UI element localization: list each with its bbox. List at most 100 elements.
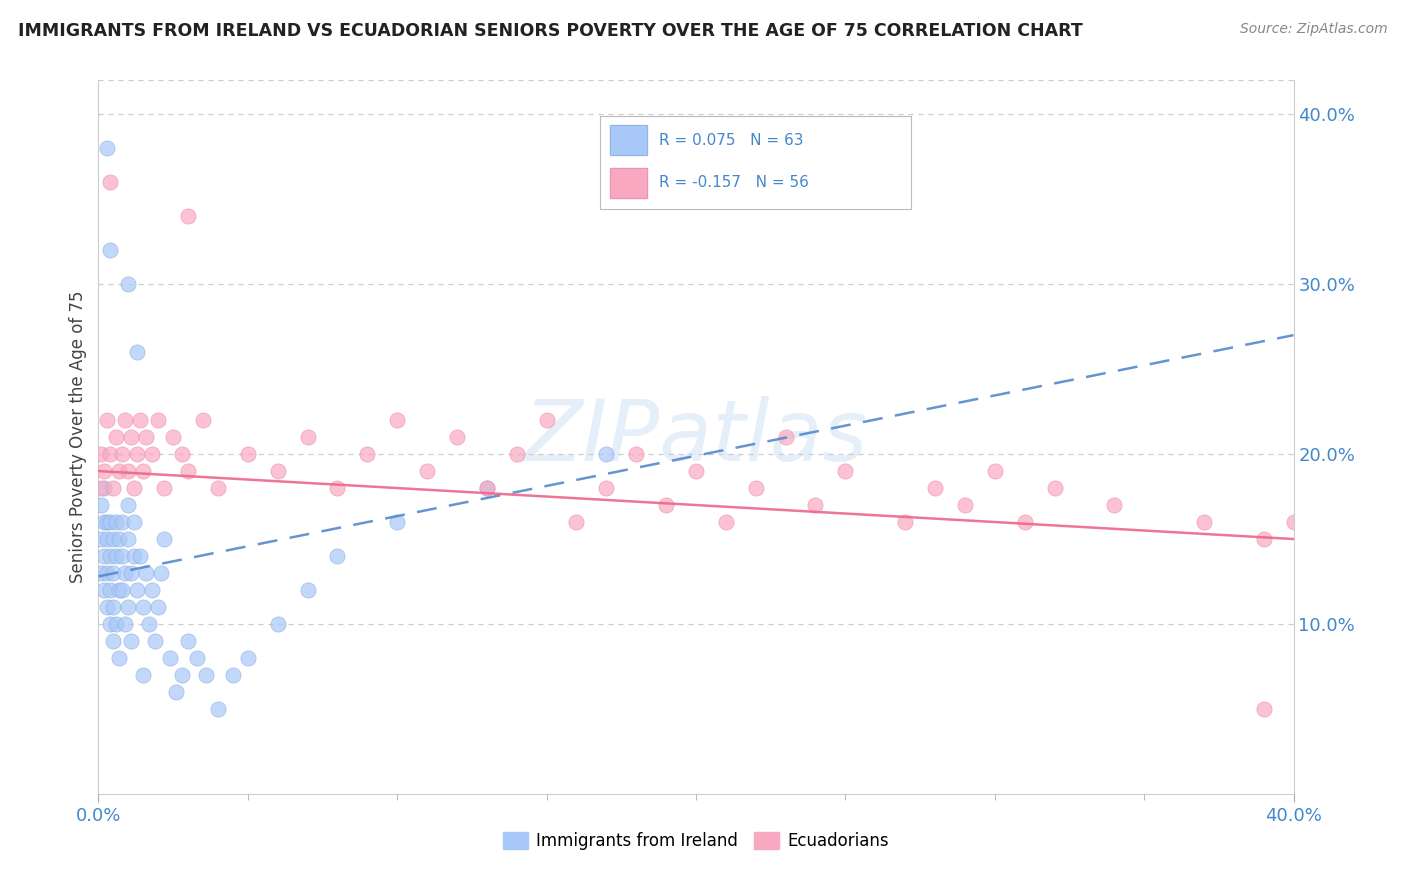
Point (127, 447, 149, 461)
Point (96, 532, 118, 546)
Point (626, 447, 648, 461)
Point (120, 430, 142, 444)
Point (475, 481, 498, 495)
Point (129, 413, 152, 427)
Point (132, 668, 155, 682)
Point (90, 447, 112, 461)
Point (267, 464, 290, 478)
Point (153, 532, 176, 546)
Point (127, 345, 149, 359)
Point (111, 447, 134, 461)
Point (93, 549, 115, 563)
Point (124, 481, 146, 495)
Point (141, 447, 163, 461)
Point (93, 515, 115, 529)
Point (98, 549, 122, 563)
Point (108, 582, 131, 597)
Point (114, 617, 136, 632)
Point (297, 430, 319, 444)
Point (565, 515, 588, 529)
Point (98, 582, 122, 597)
Legend: Immigrants from Ireland, Ecuadorians: Immigrants from Ireland, Ecuadorians (496, 825, 896, 857)
Point (506, 447, 529, 461)
Point (297, 582, 319, 597)
Point (98, 617, 122, 632)
Point (172, 447, 194, 461)
Point (385, 413, 409, 427)
Point (894, 515, 917, 529)
Point (105, 549, 128, 563)
Point (114, 566, 136, 580)
Point (117, 464, 139, 478)
Point (148, 599, 170, 614)
Point (120, 634, 142, 648)
Point (416, 464, 439, 478)
Point (117, 599, 139, 614)
Point (111, 549, 134, 563)
Point (103, 532, 125, 546)
Text: Source: ZipAtlas.com: Source: ZipAtlas.com (1240, 22, 1388, 37)
Point (165, 685, 187, 699)
Point (162, 430, 184, 444)
Point (114, 413, 136, 427)
Point (159, 651, 181, 665)
Point (267, 617, 290, 632)
Point (135, 566, 157, 580)
Point (177, 464, 200, 478)
Point (326, 549, 349, 563)
Point (117, 277, 139, 292)
Point (177, 634, 200, 648)
Point (236, 447, 259, 461)
Point (207, 702, 229, 716)
Point (93, 464, 115, 478)
Point (103, 599, 125, 614)
Point (685, 464, 707, 478)
Point (103, 634, 125, 648)
Point (191, 413, 214, 427)
Point (834, 464, 856, 478)
Point (105, 515, 128, 529)
Point (953, 498, 976, 512)
Point (536, 413, 558, 427)
Point (138, 617, 160, 632)
Point (108, 651, 131, 665)
Point (98, 243, 122, 257)
Point (103, 481, 125, 495)
Point (135, 430, 157, 444)
Point (153, 481, 176, 495)
Point (127, 582, 149, 597)
Point (222, 668, 245, 682)
Point (207, 481, 229, 495)
Point (96, 413, 118, 427)
Point (385, 515, 409, 529)
Point (98, 447, 122, 461)
Point (595, 447, 617, 461)
Point (90, 481, 112, 495)
Point (595, 481, 617, 495)
Point (108, 532, 131, 546)
Point (96, 599, 118, 614)
Point (143, 634, 166, 648)
Point (177, 209, 200, 223)
Point (1192, 515, 1215, 529)
Point (356, 447, 378, 461)
Point (96, 141, 118, 155)
Point (655, 498, 678, 512)
Point (984, 464, 1007, 478)
Point (129, 549, 152, 563)
Point (98, 175, 122, 189)
Point (132, 599, 155, 614)
Point (148, 413, 170, 427)
Point (475, 481, 498, 495)
Point (1043, 481, 1066, 495)
Point (124, 549, 146, 563)
Point (1282, 515, 1305, 529)
Point (446, 430, 468, 444)
Point (93, 481, 115, 495)
Y-axis label: Seniors Poverty Over the Age of 75: Seniors Poverty Over the Age of 75 (69, 291, 87, 583)
Point (804, 498, 827, 512)
Point (172, 668, 194, 682)
Point (120, 566, 142, 580)
Point (90, 566, 112, 580)
Point (117, 498, 139, 512)
